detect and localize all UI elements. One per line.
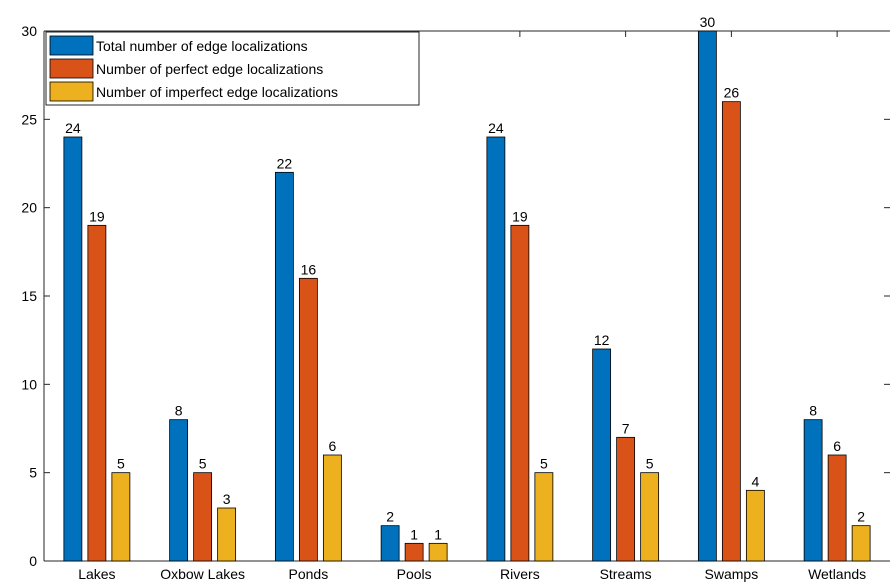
bar-imperfect xyxy=(640,472,660,562)
legend-entry-label: Total number of edge localizations xyxy=(96,38,308,54)
bar-value-label: 5 xyxy=(117,456,125,472)
y-tick-label: 20 xyxy=(21,200,37,216)
bar-imperfect xyxy=(745,489,765,562)
bar-value-label: 26 xyxy=(724,85,740,101)
x-tick-label: Swamps xyxy=(705,566,759,582)
x-tick-label: Lakes xyxy=(78,566,115,582)
bar-imperfect xyxy=(534,472,554,562)
bar-value-label: 1 xyxy=(434,526,442,542)
bar-value-label: 7 xyxy=(622,420,630,436)
bar-total xyxy=(169,419,189,562)
bar-value-label: 8 xyxy=(175,403,183,419)
bar-value-label: 5 xyxy=(540,456,548,472)
legend-entry-label: Number of perfect edge localizations xyxy=(96,61,323,77)
bar-value-label: 19 xyxy=(512,208,528,224)
bar-value-label: 2 xyxy=(386,509,394,525)
x-tick-label: Streams xyxy=(600,566,652,582)
bar-perfect xyxy=(87,224,107,562)
legend-swatch xyxy=(49,35,94,56)
legend-box xyxy=(45,31,420,106)
bar-perfect xyxy=(404,542,424,562)
bar-value-label: 4 xyxy=(751,473,759,489)
bar-perfect xyxy=(298,277,318,562)
bar-imperfect xyxy=(851,525,871,562)
bar-total xyxy=(63,136,83,562)
bar-value-label: 5 xyxy=(646,456,654,472)
bar-value-label: 30 xyxy=(700,14,716,30)
y-tick-label: 15 xyxy=(21,288,37,304)
bar-total xyxy=(380,525,400,562)
bar-imperfect xyxy=(111,472,131,562)
bar-value-label: 2 xyxy=(857,509,865,525)
y-tick-label: 25 xyxy=(21,111,37,127)
legend-swatch xyxy=(49,81,94,102)
bar-total xyxy=(592,348,612,562)
bar-perfect xyxy=(827,454,847,562)
bar-value-label: 19 xyxy=(89,208,105,224)
y-tick-label: 10 xyxy=(21,376,37,392)
x-tick-label: Ponds xyxy=(289,566,329,582)
y-tick-label: 30 xyxy=(21,23,37,39)
bar-imperfect xyxy=(217,507,237,562)
bar-total xyxy=(274,171,294,562)
bar-perfect xyxy=(510,224,530,562)
bar-value-label: 24 xyxy=(488,120,504,136)
x-tick-label: Pools xyxy=(397,566,432,582)
legend-entry-label: Number of imperfect edge localizations xyxy=(96,84,338,100)
bar-total xyxy=(803,419,823,562)
bar-value-label: 6 xyxy=(328,438,336,454)
x-tick-label: Rivers xyxy=(500,566,540,582)
bar-value-label: 1 xyxy=(410,526,418,542)
bar-imperfect xyxy=(322,454,342,562)
bar-value-label: 12 xyxy=(594,332,610,348)
bar-perfect xyxy=(616,436,636,562)
y-tick-label: 5 xyxy=(29,465,37,481)
bar-value-label: 24 xyxy=(65,120,81,136)
bar-value-label: 8 xyxy=(809,403,817,419)
bar-imperfect xyxy=(428,542,448,562)
bar-perfect xyxy=(721,101,741,562)
bar-total xyxy=(486,136,506,562)
bar-perfect xyxy=(193,472,213,562)
bar-value-label: 6 xyxy=(833,438,841,454)
x-tick-label: Wetlands xyxy=(808,566,866,582)
legend-swatch xyxy=(49,58,94,79)
bar-value-label: 5 xyxy=(199,456,207,472)
bar-value-label: 16 xyxy=(301,261,317,277)
bar-value-label: 22 xyxy=(277,155,293,171)
y-tick-label: 0 xyxy=(29,553,37,569)
bar-value-label: 3 xyxy=(223,491,231,507)
x-tick-label: Oxbow Lakes xyxy=(160,566,245,582)
bar-total xyxy=(697,30,717,562)
